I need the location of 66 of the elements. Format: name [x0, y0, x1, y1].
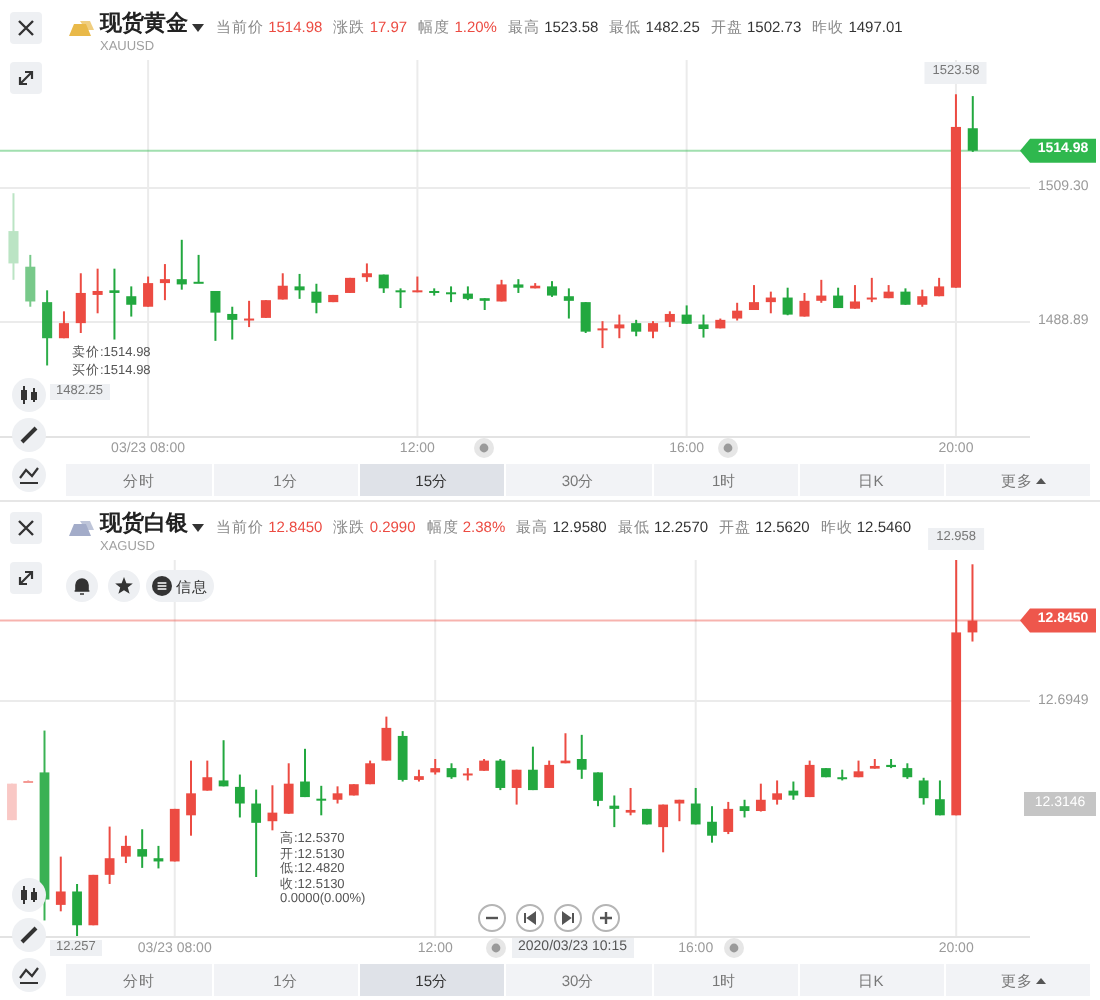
candlestick [755, 782, 766, 813]
candlestick [935, 779, 945, 817]
candlestick [866, 276, 877, 304]
candlestick [381, 715, 392, 762]
candlestick [176, 238, 187, 291]
candlestick [782, 286, 793, 317]
chart-title: 现货白银 [100, 512, 188, 536]
candlestick [658, 803, 669, 854]
candlestick [202, 759, 213, 792]
candlestick [576, 733, 587, 780]
candlestick [251, 788, 262, 878]
candlestick [104, 825, 115, 885]
candlestick [681, 304, 692, 325]
candlestick [72, 882, 82, 937]
candlestick [580, 301, 591, 334]
candlestick [799, 291, 810, 318]
candlestick [597, 320, 608, 350]
candlestick [277, 272, 288, 301]
candlestick [218, 739, 229, 788]
candlestick [186, 759, 196, 837]
candlestick [723, 800, 734, 836]
candlestick [311, 282, 322, 315]
candlestick [698, 313, 709, 339]
candlestick [816, 278, 827, 304]
chart-title: 现货黄金 [100, 12, 188, 36]
candlestick [446, 285, 457, 304]
candlestick [361, 262, 372, 283]
candlestick [244, 299, 255, 329]
candlestick [748, 284, 760, 312]
candlestick [300, 747, 310, 799]
candlestick [143, 275, 154, 308]
candlestick [294, 272, 305, 300]
candlestick [593, 771, 603, 808]
candlestick [609, 794, 620, 829]
candlestick [137, 828, 148, 869]
candlestick [109, 267, 120, 341]
candlestick [967, 95, 978, 153]
candlestick [121, 834, 131, 865]
candlestick [395, 287, 406, 310]
candlestick [92, 267, 103, 315]
candlestick [227, 305, 238, 341]
candlestick [849, 284, 861, 310]
candlestick [614, 313, 625, 340]
candlestick [75, 272, 86, 334]
candlestick [804, 759, 815, 799]
candlestick [234, 773, 245, 819]
candlestick [511, 768, 522, 806]
candlestick [563, 287, 574, 320]
candlestick [772, 779, 782, 806]
candlestick [918, 776, 929, 806]
candlestick [707, 805, 717, 844]
candlestick [283, 762, 294, 815]
candlestick [495, 758, 506, 792]
candlestick [210, 289, 221, 342]
candlestick [397, 730, 408, 783]
candlestick [193, 253, 204, 285]
candlestick [528, 745, 538, 792]
candlestick [690, 786, 701, 826]
candlestick [159, 263, 170, 302]
candlestick [544, 759, 555, 789]
candlestick [42, 289, 53, 367]
candlestick [316, 784, 327, 817]
candlestick [58, 310, 69, 340]
candlestick [126, 285, 137, 318]
candlestick [625, 786, 636, 817]
candlestick [55, 855, 66, 913]
